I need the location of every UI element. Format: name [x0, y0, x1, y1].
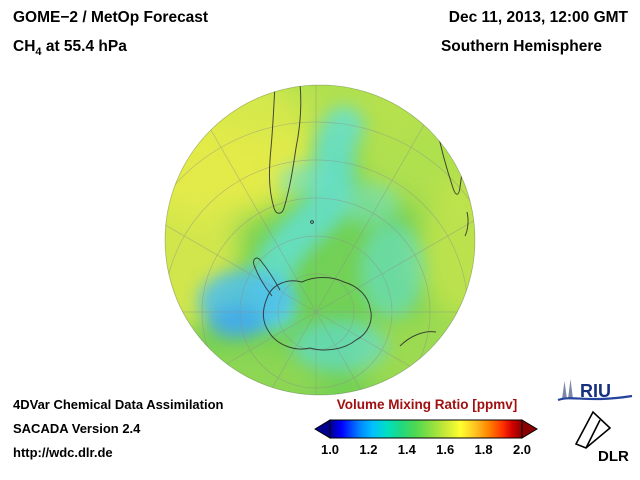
- riu-logo-text: RIU: [580, 381, 611, 401]
- coast-south-america: [268, 85, 302, 214]
- dlr-emblem: [574, 410, 612, 449]
- coast-antarctica: [263, 277, 372, 351]
- credit-version: SACADA Version 2.4: [13, 421, 141, 436]
- globe-rim: [164, 84, 476, 396]
- credit-url: http://wdc.dlr.de: [13, 445, 113, 460]
- colorbar-tick: 1.4: [397, 442, 416, 457]
- riu-logo: RIU: [557, 379, 633, 402]
- colorbar-tick: 1.6: [436, 442, 455, 457]
- ch4-field: [165, 85, 475, 395]
- pressure-level: at 55.4 hPa: [41, 38, 127, 55]
- colorbar-tick: 1.8: [474, 442, 493, 457]
- colorbar: [314, 419, 538, 439]
- coast-antarctic-peninsula: [253, 257, 281, 297]
- riu-wave: [557, 394, 633, 402]
- colorbar-tick: 1.0: [320, 442, 340, 457]
- colorbar-gradient: [329, 419, 523, 439]
- credit-assimilation: 4DVar Chemical Data Assimilation: [13, 397, 224, 412]
- cathedral-icon: [562, 379, 573, 399]
- product-title: GOME−2 / MetOp Forecast: [13, 9, 209, 26]
- coastlines: [253, 85, 469, 351]
- colorbar-overflow-arrow: [521, 419, 538, 439]
- colorbar-underflow-arrow: [314, 419, 331, 439]
- hemisphere-map: [164, 84, 476, 396]
- dlr-logo-text: DLR: [598, 448, 629, 464]
- colorbar-tick: 1.2: [359, 442, 378, 457]
- colorbar-title: Volume Mixing Ratio [ppmv]: [336, 397, 518, 412]
- colorbar-ticks: 1.0 1.2 1.4 1.6 1.8 2.0: [321, 442, 531, 458]
- timestamp-label: Dec 11, 2013, 12:00 GMT: [448, 9, 628, 26]
- species-pressure-line: CH4 at 55.4 hPa: [13, 38, 127, 58]
- hemisphere-label: Southern Hemisphere: [440, 38, 602, 55]
- dlr-logo: DLR: [574, 410, 629, 464]
- species-subscript: 4: [35, 46, 42, 59]
- coast-falklands: [310, 220, 314, 224]
- colorbar-tick: 2.0: [512, 442, 532, 457]
- species-name: CH: [13, 38, 36, 55]
- coast-madagascar: [464, 211, 469, 237]
- coast-australia: [399, 331, 437, 347]
